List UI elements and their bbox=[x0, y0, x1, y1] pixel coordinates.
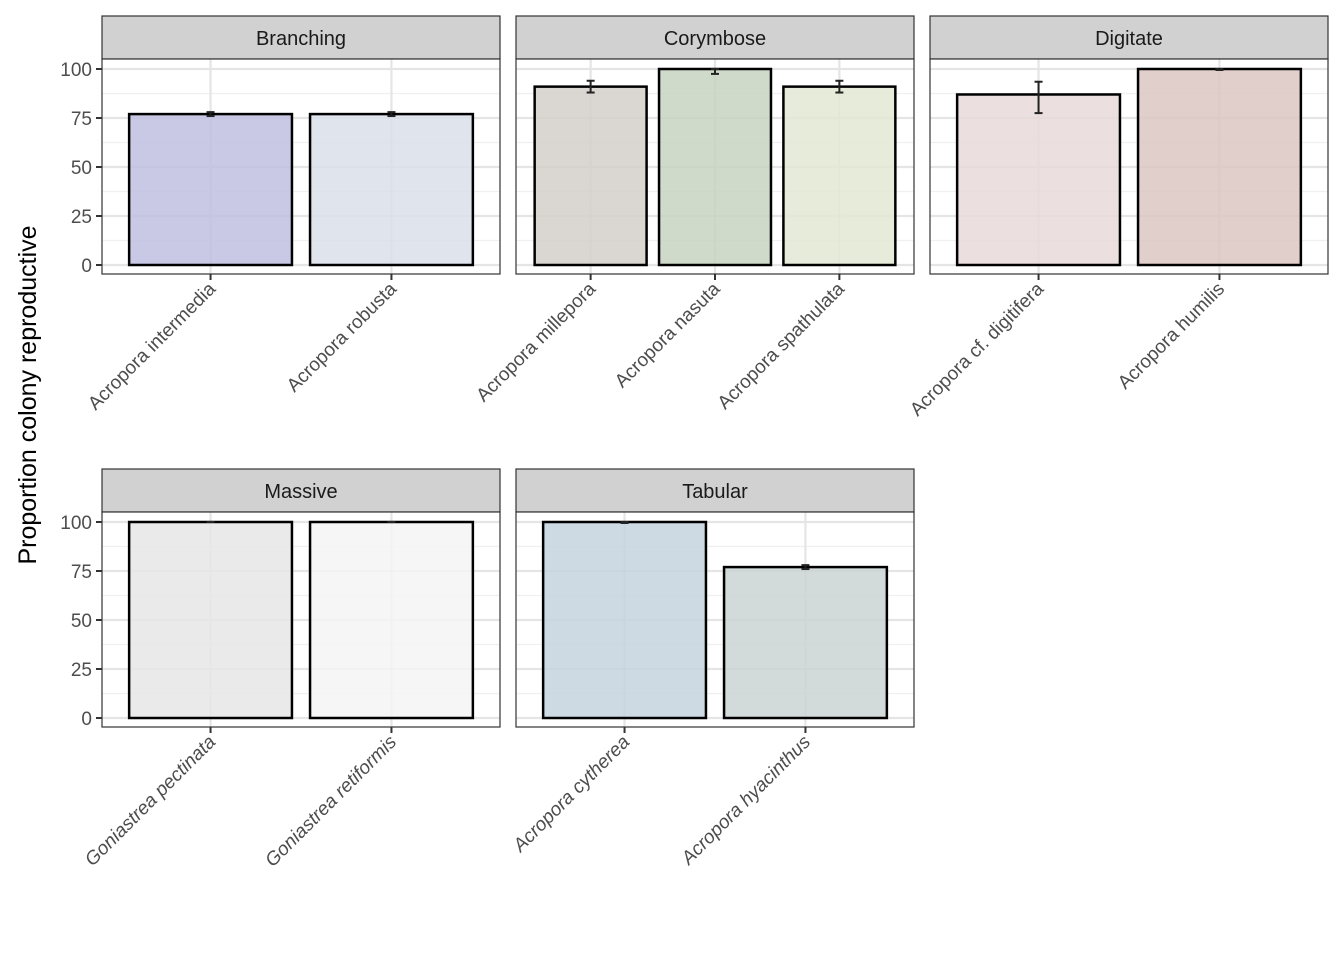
y-tick-label: 100 bbox=[60, 513, 92, 534]
x-tick-label: Acropora spathulata bbox=[714, 278, 849, 413]
panel-border bbox=[929, 58, 1329, 275]
facet-strip bbox=[929, 15, 1329, 60]
x-tick-label: Acropora humilis bbox=[1114, 279, 1229, 394]
error-bar bbox=[1215, 68, 1224, 71]
y-axis-title: Proportion colony reproductive bbox=[14, 225, 42, 564]
facet-strip bbox=[515, 468, 915, 513]
bar bbox=[308, 112, 475, 267]
facet-panel-tabular: Tabular Acropora cytherea Acropora hyacint… bbox=[509, 468, 915, 870]
error-bar bbox=[586, 79, 595, 94]
facet-panel-digitate: Digitate Acropora cf. digitifera Acropora … bbox=[906, 15, 1329, 420]
y-tick-label: 75 bbox=[71, 109, 92, 130]
facet-strip-label: Branching bbox=[256, 28, 346, 50]
bar bbox=[657, 67, 773, 267]
facet-strip bbox=[101, 468, 501, 513]
bar bbox=[782, 85, 897, 267]
error-bar bbox=[620, 521, 629, 524]
facet-strip bbox=[515, 15, 915, 60]
facet-strip-label: Digitate bbox=[1095, 28, 1163, 50]
bar bbox=[722, 565, 889, 720]
x-tick-label: Acropora nasuta bbox=[611, 278, 725, 392]
facet-strip bbox=[101, 15, 501, 60]
x-tick-label: Acropora intermedia bbox=[84, 278, 220, 414]
bar bbox=[541, 520, 708, 720]
x-tick-label: Acropora cytherea bbox=[509, 732, 634, 857]
x-tick-label: Goniastrea pectinata bbox=[81, 732, 220, 871]
facet-panel-corymbose: Corymbose Acropora millepora Acropora nasu… bbox=[473, 15, 915, 414]
bar bbox=[533, 85, 648, 267]
y-tick-label: 50 bbox=[71, 158, 92, 179]
bar bbox=[955, 93, 1122, 267]
facet-strip-label: Massive bbox=[264, 481, 337, 503]
y-tick-label: 25 bbox=[71, 660, 92, 681]
x-tick-label: Acropora millepora bbox=[473, 278, 601, 406]
x-tick-label: Goniastrea retiformis bbox=[261, 731, 401, 871]
y-tick-label: 0 bbox=[81, 256, 92, 277]
facet-strip-label: Corymbose bbox=[664, 28, 766, 50]
bar bbox=[308, 520, 475, 720]
y-tick-label: 25 bbox=[71, 207, 92, 228]
y-tick-label: 75 bbox=[71, 562, 92, 583]
x-tick-label: Acropora robusta bbox=[283, 278, 401, 396]
facet-panel-branching: Branching Acropora intermedia Acropora rob… bbox=[60, 15, 501, 415]
x-tick-label: Acropora cf. digitifera bbox=[906, 278, 1048, 420]
bar bbox=[127, 520, 294, 720]
panel-border bbox=[515, 511, 915, 728]
panels-layer: Branching Acropora intermedia Acropora rob… bbox=[60, 15, 1329, 871]
y-tick-label: 100 bbox=[60, 60, 92, 81]
facet-panel-massive: Massive Goniastrea pectinata Goniastrea re… bbox=[60, 468, 501, 871]
y-tick-label: 0 bbox=[81, 709, 92, 730]
facet-strip-label: Tabular bbox=[682, 481, 748, 503]
panel-border bbox=[515, 58, 915, 275]
error-bar bbox=[801, 564, 810, 571]
error-bar bbox=[711, 68, 719, 75]
x-tick-label: Acropora hyacinthus bbox=[677, 731, 815, 869]
error-bar bbox=[387, 111, 396, 118]
y-tick-label: 50 bbox=[71, 611, 92, 632]
bar bbox=[1136, 67, 1303, 267]
error-bar bbox=[1034, 80, 1043, 115]
error-bar bbox=[835, 79, 844, 94]
bar bbox=[127, 112, 294, 267]
error-bar bbox=[206, 111, 215, 118]
